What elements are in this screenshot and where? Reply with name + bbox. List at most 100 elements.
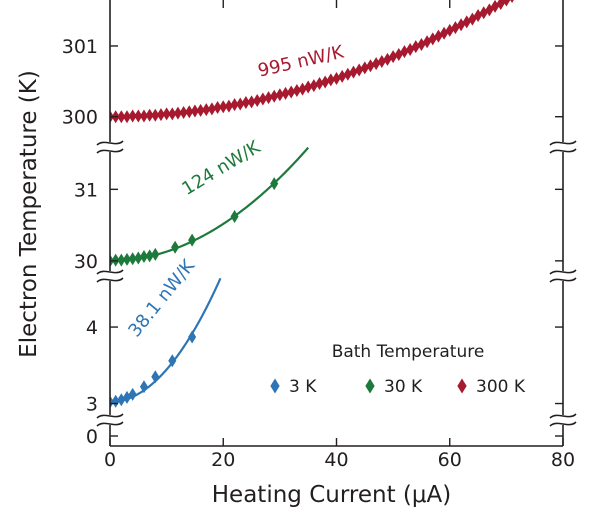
- axis-break-squiggle: [549, 277, 577, 283]
- data-point: [117, 253, 126, 267]
- x-tick-label: 40: [324, 449, 348, 471]
- y-tick-label: 3: [86, 394, 98, 416]
- axis-break-gap: [96, 415, 124, 425]
- data-point: [151, 370, 160, 384]
- data-point: [156, 108, 165, 122]
- data-point: [270, 177, 279, 191]
- data-point: [139, 380, 149, 394]
- axis-break-squiggle: [96, 277, 124, 283]
- axis-break-squiggle: [549, 140, 577, 146]
- y-tick-label: 30: [74, 251, 98, 273]
- data-point: [179, 105, 188, 119]
- data-point: [151, 108, 160, 122]
- data-point: [321, 75, 330, 89]
- data-point: [122, 110, 132, 124]
- data-point: [171, 240, 180, 254]
- y-tick-label: 31: [74, 179, 98, 201]
- plot-area: [110, 0, 514, 409]
- slope-annotation: 38.1 nW/K: [124, 255, 200, 341]
- x-axis-title: Heating Current (μA): [212, 482, 451, 508]
- data-point: [298, 82, 307, 96]
- data-point: [417, 38, 426, 52]
- legend-entry: 3 K: [289, 377, 317, 397]
- data-point: [162, 107, 171, 121]
- axis-break-gap: [549, 271, 577, 281]
- data-point: [377, 55, 386, 69]
- data-point: [462, 15, 471, 29]
- data-point: [117, 110, 126, 124]
- x-tick-label: 20: [211, 449, 235, 471]
- data-point: [111, 253, 120, 267]
- data-point: [287, 85, 296, 99]
- y-tick-label: 0: [86, 426, 98, 448]
- axis-break-gap: [549, 142, 577, 152]
- data-point: [360, 61, 369, 75]
- data-point: [219, 100, 228, 114]
- data-point: [389, 50, 398, 64]
- data-point: [372, 57, 381, 71]
- data-point: [134, 109, 143, 123]
- legend-marker: [457, 378, 467, 394]
- data-point: [366, 59, 375, 73]
- x-tick-label: 0: [104, 449, 116, 471]
- axis-break-squiggle: [549, 269, 577, 275]
- slope-annotation: 124 nW/K: [178, 136, 265, 200]
- data-point: [202, 103, 211, 117]
- data-point: [190, 104, 199, 118]
- data-point: [196, 103, 205, 117]
- data-point: [122, 252, 132, 266]
- data-point: [338, 69, 347, 83]
- axis-break-squiggle: [96, 421, 124, 427]
- data-point: [230, 210, 239, 224]
- axis-break-squiggle: [96, 413, 124, 419]
- data-point: [128, 252, 137, 266]
- slope-annotation: 995 nW/K: [256, 41, 347, 81]
- legend-entry: 30 K: [384, 377, 423, 397]
- data-point: [457, 18, 466, 32]
- data-point: [134, 251, 143, 265]
- data-point: [173, 106, 182, 120]
- data-point: [168, 107, 177, 121]
- x-tick-label: 80: [551, 449, 575, 471]
- axis-break-gap: [96, 142, 124, 152]
- data-point: [128, 387, 137, 401]
- data-point: [496, 0, 505, 11]
- axis-break-squiggle: [96, 140, 124, 146]
- legend-marker: [270, 378, 280, 394]
- data-point: [230, 98, 239, 112]
- legend-entry: 300 K: [476, 377, 526, 397]
- data-point: [326, 73, 335, 87]
- data-point: [111, 394, 120, 408]
- data-point: [270, 89, 279, 103]
- data-point: [355, 63, 364, 77]
- data-point: [236, 97, 245, 111]
- legend-title: Bath Temperature: [332, 342, 485, 362]
- y-tick-label: 300: [62, 107, 98, 129]
- data-point: [275, 88, 284, 102]
- data-point: [258, 92, 267, 106]
- axis-break-squiggle: [549, 148, 577, 154]
- axis-break-squiggle: [96, 269, 124, 275]
- data-point: [188, 330, 197, 344]
- data-point: [139, 109, 149, 123]
- axis-break-squiggle: [96, 148, 124, 154]
- data-point: [110, 395, 115, 409]
- x-tick-label: 60: [438, 449, 462, 471]
- data-point: [185, 105, 194, 119]
- data-point: [510, 0, 514, 3]
- y-axis-title: Electron Temperature (K): [16, 70, 42, 358]
- data-point: [151, 247, 160, 261]
- data-point: [264, 91, 273, 105]
- data-point: [145, 249, 154, 263]
- data-point: [502, 0, 511, 7]
- data-point: [292, 84, 301, 98]
- axis-break-gap: [96, 271, 124, 281]
- data-point: [213, 101, 222, 115]
- data-point: [168, 354, 177, 368]
- data-point: [400, 45, 409, 59]
- data-point: [117, 393, 126, 407]
- data-point: [309, 79, 318, 93]
- data-point: [128, 109, 137, 123]
- axis-break-squiggle: [549, 413, 577, 419]
